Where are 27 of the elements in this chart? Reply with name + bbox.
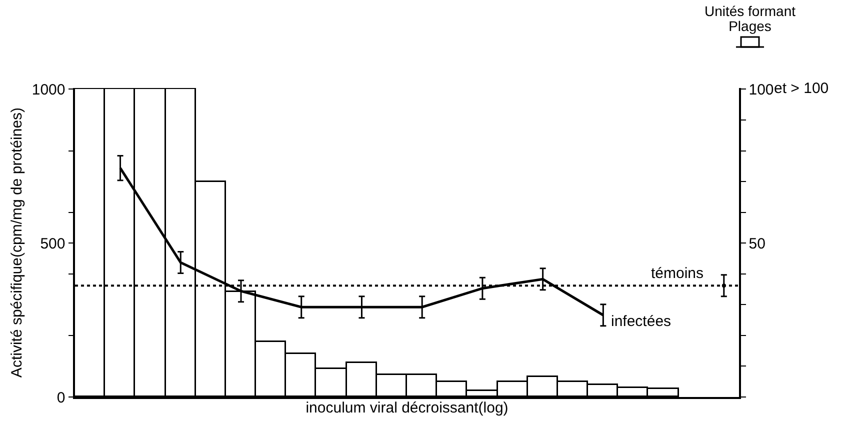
y-tick-label: 0: [56, 389, 66, 406]
y2-tick-label: 50: [748, 235, 766, 252]
bar: [526, 376, 558, 397]
y-tick-label: 500: [40, 235, 66, 252]
y2-axis-title: Unités formant Plages: [704, 3, 796, 34]
bar: [466, 390, 498, 397]
bar: [224, 290, 256, 397]
y-axis-title: Activité spécifique(cpm/mg de protéines): [8, 107, 26, 378]
series-label: infectées: [611, 313, 672, 330]
bar: [346, 362, 377, 397]
bar: [646, 388, 679, 397]
bar: [406, 374, 437, 397]
bar: [616, 386, 648, 397]
bar: [436, 380, 467, 397]
bar: [586, 384, 618, 397]
bar: [284, 352, 316, 397]
bar: [254, 340, 286, 397]
bar: [314, 368, 347, 397]
bar: [376, 374, 407, 397]
y-tick-label: 1000: [32, 81, 66, 98]
ref-line-label: témoins: [651, 265, 704, 282]
x-axis-title: inoculum viral décroissant(log): [306, 399, 508, 416]
bar: [556, 380, 588, 397]
y2-tick-label: 100: [748, 81, 774, 98]
text: et > 100: [774, 80, 829, 97]
bar: [194, 180, 226, 397]
bar: [496, 380, 528, 397]
